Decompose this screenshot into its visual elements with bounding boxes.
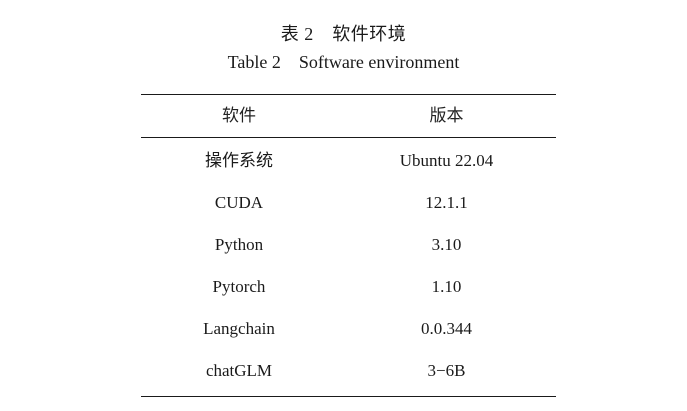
header-version: 版本 [429, 106, 464, 125]
table-row: 操作系统 Ubuntu 22.04 [141, 140, 556, 182]
table-row: Langchain 0.0.344 [141, 308, 556, 350]
version-cell: 3.10 [431, 235, 462, 254]
software-environment-table: 软件 版本 操作系统 Ubuntu 22.04 CUDA 12.1.1 Pyth… [141, 94, 556, 397]
table-caption-chinese: 表 2 软件环境 [280, 24, 407, 44]
version-cell: 1.10 [431, 277, 462, 296]
header-software: 软件 [222, 106, 256, 125]
table-header-row: 软件 版本 [141, 95, 556, 137]
software-cell: chatGLM [205, 361, 273, 380]
software-cell: Pytorch [212, 277, 266, 296]
version-cell: Ubuntu 22.04 [399, 151, 494, 170]
version-cell: 12.1.1 [425, 193, 468, 212]
table-caption-english: Table 2 Software environment [227, 52, 460, 72]
version-cell: 3−6B [427, 361, 466, 380]
table-row: Python 3.10 [141, 224, 556, 266]
version-cell: 0.0.344 [421, 319, 472, 338]
software-cell: 操作系统 [205, 151, 273, 170]
table-bottom-rule [141, 396, 556, 397]
table-top-rule [141, 94, 556, 95]
software-cell: CUDA [214, 193, 264, 212]
table-row: Pytorch 1.10 [141, 266, 556, 308]
software-cell: Langchain [203, 319, 275, 338]
software-cell: Python [214, 235, 264, 254]
table-row: CUDA 12.1.1 [141, 182, 556, 224]
table-row: chatGLM 3−6B [141, 350, 556, 392]
table-header-rule [141, 137, 556, 138]
